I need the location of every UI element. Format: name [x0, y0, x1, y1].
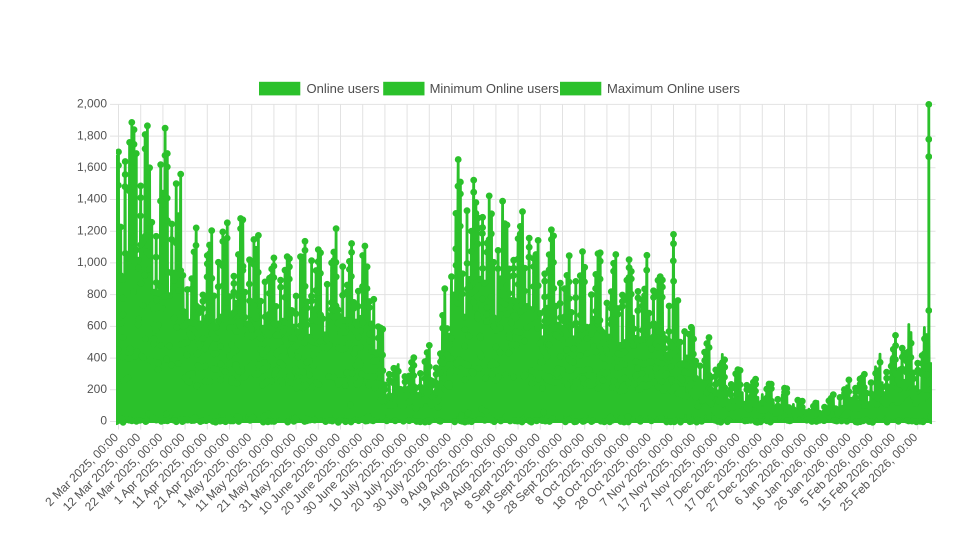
svg-text:1,400: 1,400: [77, 192, 107, 206]
svg-text:Online users: Online users: [307, 81, 380, 96]
svg-text:600: 600: [87, 319, 107, 333]
svg-text:400: 400: [87, 350, 107, 364]
svg-text:1,600: 1,600: [77, 160, 107, 174]
svg-text:1,000: 1,000: [77, 255, 107, 269]
svg-text:Maximum Online users: Maximum Online users: [607, 81, 740, 96]
svg-text:800: 800: [87, 287, 107, 301]
svg-text:Minimum Online users: Minimum Online users: [430, 81, 560, 96]
svg-text:200: 200: [87, 382, 107, 396]
svg-text:0: 0: [100, 414, 107, 428]
svg-text:1,800: 1,800: [77, 128, 107, 142]
svg-text:2,000: 2,000: [77, 97, 107, 111]
svg-text:1,200: 1,200: [77, 223, 107, 237]
